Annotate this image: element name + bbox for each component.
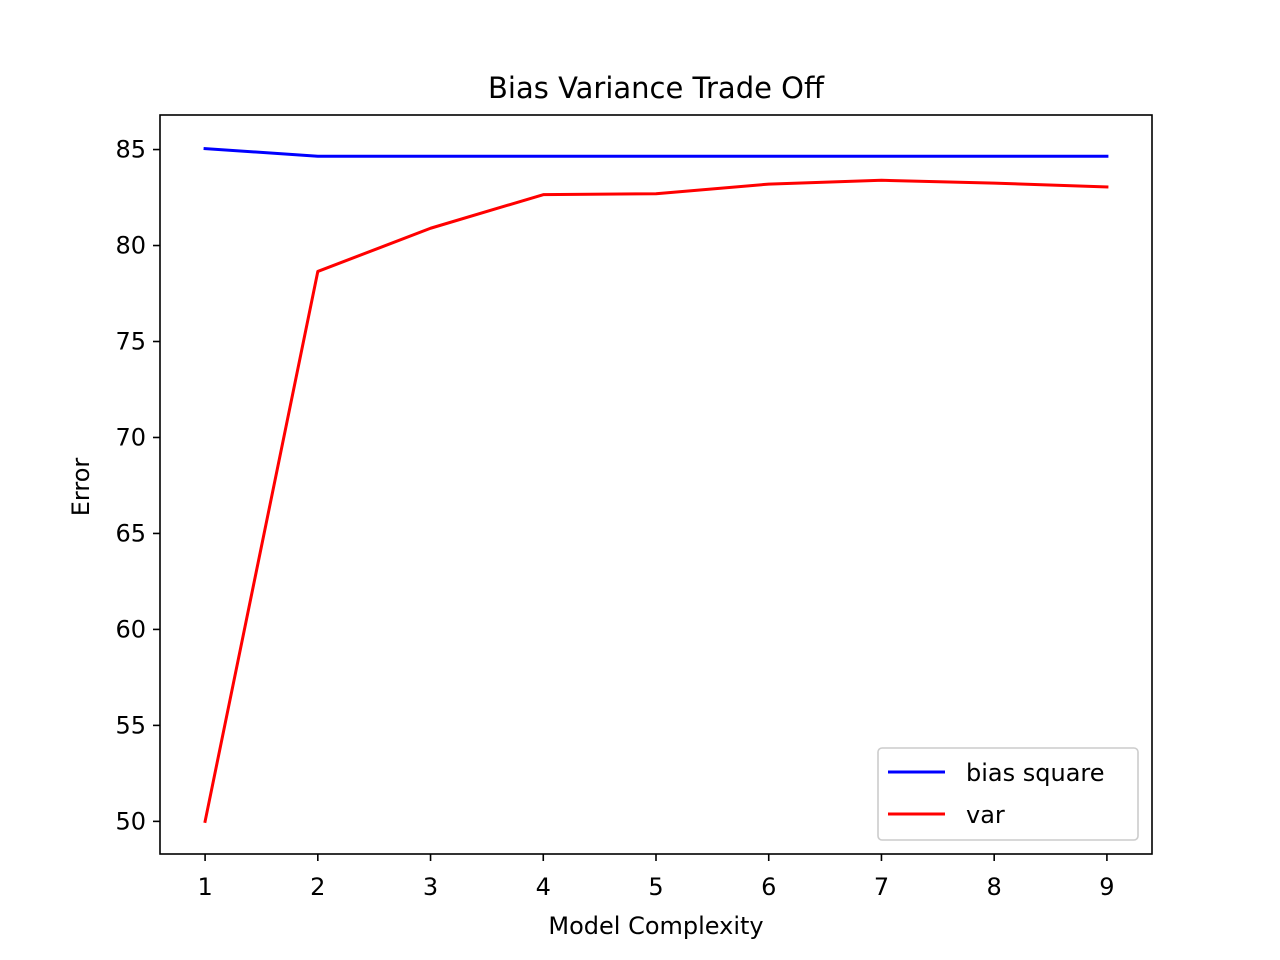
- y-tick-label-7: 85: [115, 136, 146, 164]
- y-tick-label-5: 75: [115, 327, 146, 355]
- x-tick-label-1: 2: [310, 873, 325, 901]
- x-tick-label-0: 1: [197, 873, 212, 901]
- x-axis-label: Model Complexity: [548, 912, 763, 940]
- series-line-0: [203, 146, 1109, 158]
- x-tick-label-8: 9: [1099, 873, 1114, 901]
- legend-label-1: var: [966, 801, 1005, 829]
- x-tick-label-7: 8: [987, 873, 1002, 901]
- y-axis-label: Error: [67, 458, 95, 517]
- y-axis: 50 55 60 65 70 75 80 85: [115, 136, 160, 835]
- y-tick-label-3: 65: [115, 519, 146, 547]
- x-tick-label-3: 4: [536, 873, 551, 901]
- legend: bias square var: [877, 747, 1139, 841]
- x-axis: 1 2 3 4 5 6 7 8 9: [197, 854, 1115, 901]
- x-tick-label-2: 3: [423, 873, 438, 901]
- series-layer: [203, 146, 1109, 824]
- x-tick-label-6: 7: [874, 873, 889, 901]
- y-tick-label-4: 70: [115, 423, 146, 451]
- x-tick-label-5: 6: [761, 873, 776, 901]
- chart-title: Bias Variance Trade Off: [488, 71, 825, 105]
- legend-label-0: bias square: [966, 759, 1105, 787]
- y-tick-label-2: 60: [115, 615, 146, 643]
- y-tick-label-1: 55: [115, 711, 146, 739]
- x-tick-label-4: 5: [648, 873, 663, 901]
- y-tick-label-6: 80: [115, 232, 146, 260]
- series-line-1: [203, 178, 1109, 824]
- y-tick-label-0: 50: [115, 807, 146, 835]
